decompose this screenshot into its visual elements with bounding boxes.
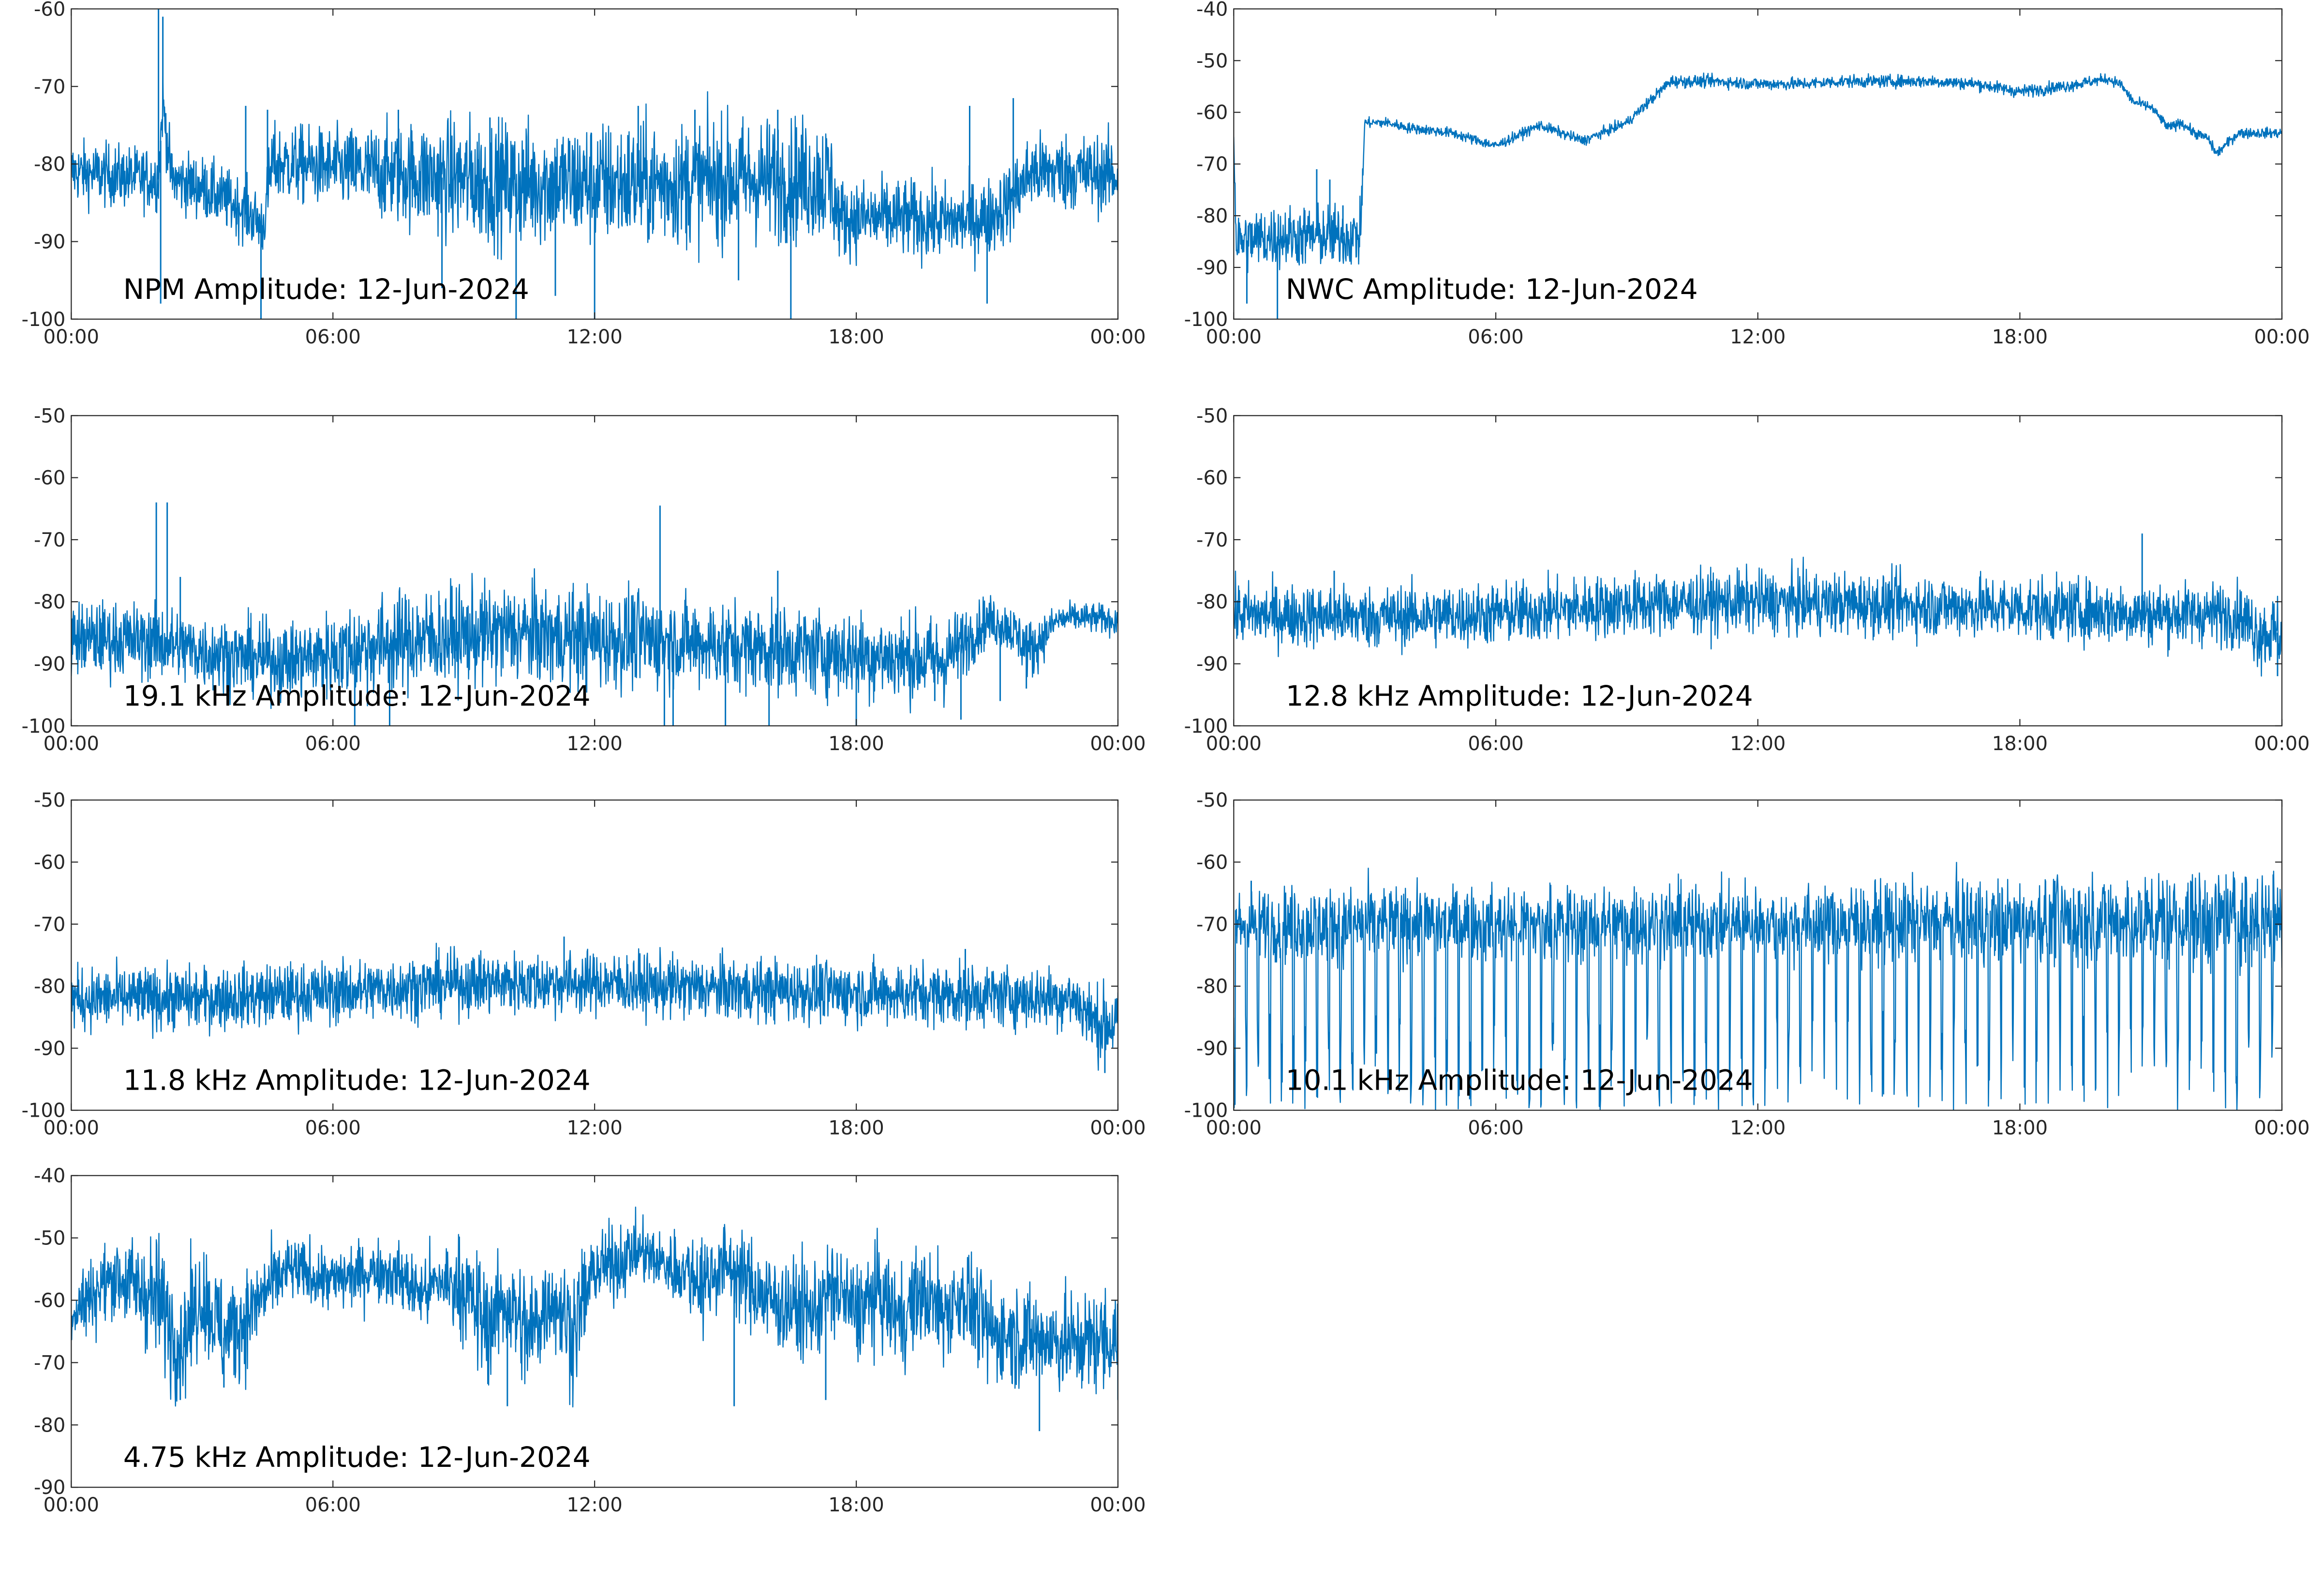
x-tick-label: 00:00: [1206, 326, 1262, 348]
y-tick-label: -80: [34, 591, 65, 613]
series-line: [71, 1206, 1118, 1408]
chart-title: 10.1 kHz Amplitude: 12-Jun-2024: [1286, 1064, 1753, 1097]
y-tick-label: -70: [34, 76, 65, 98]
y-tick-label: -40: [34, 1165, 65, 1187]
chart-title: 12.8 kHz Amplitude: 12-Jun-2024: [1286, 680, 1753, 712]
y-tick-label: -50: [1196, 405, 1228, 427]
y-tick-label: -90: [34, 1037, 65, 1060]
x-tick-label: 00:00: [1090, 1117, 1146, 1139]
x-tick-label: 18:00: [1992, 326, 2048, 348]
chart-title: 19.1 kHz Amplitude: 12-Jun-2024: [123, 680, 591, 712]
y-tick-label: -40: [1196, 0, 1228, 20]
x-tick-label: 00:00: [2254, 1117, 2309, 1139]
y-tick-label: -60: [34, 0, 65, 20]
x-tick-label: 18:00: [828, 1117, 884, 1139]
chart-panel-7: 00:00 06:00 12:00 18:00 00:00 -40 -50 -60 -70 -80…: [34, 1165, 1146, 1517]
y-tick-label: -70: [34, 529, 65, 551]
x-tick-label: 00:00: [2254, 326, 2309, 348]
y-tick-label: -100: [1184, 715, 1228, 738]
x-tick-label: 00:00: [44, 1494, 99, 1516]
y-tick-label: -90: [34, 653, 65, 675]
chart-panel-3: 00:00 06:00 12:00 18:00 00:00 -50 -60 -70 -80 -90…: [22, 405, 1146, 754]
y-tick-label: -70: [1196, 914, 1228, 936]
y-tick-label: -60: [1196, 852, 1228, 874]
y-tick-label: -90: [34, 231, 65, 253]
y-tick-label: -90: [1196, 257, 1228, 279]
x-tick-label: 06:00: [1468, 326, 1523, 348]
x-tick-label: 18:00: [828, 326, 884, 348]
x-tick-label: 00:00: [1206, 1117, 1262, 1139]
x-tick-label: 00:00: [44, 1117, 99, 1139]
y-tick-label: -60: [1196, 102, 1228, 124]
y-tick-label: -80: [34, 153, 65, 176]
y-tick-label: -80: [1196, 975, 1228, 998]
x-tick-label: 12:00: [567, 1117, 623, 1139]
y-tick-label: -60: [34, 467, 65, 489]
y-tick-label: -90: [1196, 653, 1228, 675]
x-tick-label: 00:00: [1090, 733, 1146, 755]
x-tick-label: 06:00: [305, 326, 361, 348]
series-line: [1234, 557, 2282, 677]
x-tick-label: 00:00: [2254, 733, 2309, 755]
x-tick-label: 12:00: [567, 1494, 623, 1516]
y-tick-label: -90: [1196, 1037, 1228, 1060]
y-tick-label: -60: [1196, 467, 1228, 489]
y-tick-label: -50: [34, 789, 65, 812]
x-tick-label: 18:00: [828, 1494, 884, 1516]
series-line: [1234, 72, 2282, 273]
series-line: [1234, 862, 2282, 1110]
x-tick-label: 06:00: [305, 1117, 361, 1139]
y-tick-label: -100: [22, 309, 66, 331]
x-tick-label: 18:00: [1992, 1117, 2048, 1139]
x-tick-label: 12:00: [1730, 326, 1786, 348]
chart-panel-4: 00:00 06:00 12:00 18:00 00:00 -50 -60 -70 -80 -90…: [1184, 405, 2310, 754]
chart-panel-1: 00:00 06:00 12:00 18:00 00:00 -60 -70 -80 -90 -10…: [22, 0, 1146, 348]
x-tick-label: 06:00: [305, 1494, 361, 1516]
x-tick-label: 12:00: [567, 326, 623, 348]
y-tick-label: -80: [34, 1414, 65, 1436]
chart-panel-6: 00:00 06:00 12:00 18:00 00:00 -50 -60 -70 -80 -90…: [1184, 789, 2310, 1139]
y-tick-label: -70: [1196, 529, 1228, 551]
x-tick-label: 18:00: [1992, 733, 2048, 755]
chart-title: 11.8 kHz Amplitude: 12-Jun-2024: [123, 1064, 591, 1097]
x-tick-label: 18:00: [828, 733, 884, 755]
y-tick-label: -70: [34, 1352, 65, 1374]
series-line: [71, 568, 1118, 714]
series-line: [71, 943, 1118, 1071]
x-tick-label: 00:00: [1090, 1494, 1146, 1516]
chart-title: NPM Amplitude: 12-Jun-2024: [123, 273, 529, 306]
y-tick-label: -80: [1196, 591, 1228, 613]
y-tick-label: -100: [1184, 309, 1228, 331]
y-tick-label: -60: [34, 852, 65, 874]
y-tick-label: -50: [1196, 789, 1228, 812]
y-tick-label: -50: [34, 1227, 65, 1250]
x-tick-label: 00:00: [1090, 326, 1146, 348]
y-tick-label: -50: [1196, 50, 1228, 72]
x-tick-label: 12:00: [567, 733, 623, 755]
x-tick-label: 06:00: [1468, 733, 1523, 755]
y-tick-label: -100: [1184, 1100, 1228, 1122]
y-tick-label: -50: [34, 405, 65, 427]
chart-title: 4.75 kHz Amplitude: 12-Jun-2024: [123, 1441, 591, 1474]
y-tick-label: -100: [22, 715, 66, 738]
chart-title: NWC Amplitude: 12-Jun-2024: [1286, 273, 1698, 306]
y-tick-label: -70: [1196, 153, 1228, 176]
y-tick-label: -70: [34, 914, 65, 936]
y-tick-label: -80: [1196, 205, 1228, 227]
chart-panel-5: 00:00 06:00 12:00 18:00 00:00 -50 -60 -70 -80 -90…: [22, 789, 1146, 1139]
series-line: [71, 75, 1118, 272]
y-tick-label: -90: [34, 1477, 65, 1499]
x-tick-label: 00:00: [44, 326, 99, 348]
y-tick-label: -100: [22, 1100, 66, 1122]
y-tick-label: -60: [34, 1289, 65, 1312]
x-tick-label: 06:00: [1468, 1117, 1523, 1139]
chart-panel-2: 00:00 06:00 12:00 18:00 00:00 -40 -50 -60 -70 -80…: [1184, 0, 2310, 348]
x-tick-label: 12:00: [1730, 1117, 1786, 1139]
y-tick-label: -80: [34, 975, 65, 998]
x-tick-label: 12:00: [1730, 733, 1786, 755]
x-tick-label: 00:00: [44, 733, 99, 755]
x-tick-label: 00:00: [1206, 733, 1262, 755]
x-tick-label: 06:00: [305, 733, 361, 755]
